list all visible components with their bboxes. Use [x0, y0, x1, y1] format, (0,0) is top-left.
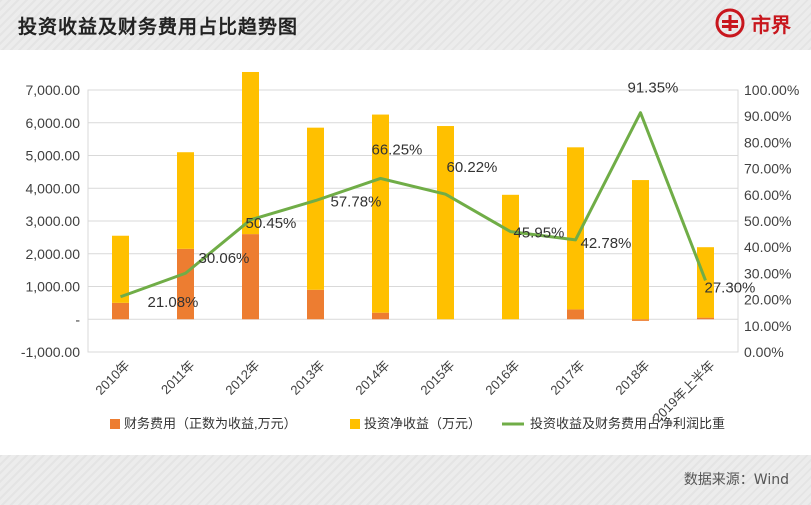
x-tick-label: 2011年 [158, 358, 198, 398]
right-tick-label: 40.00% [744, 239, 791, 255]
right-tick-label: 80.00% [744, 134, 791, 150]
left-tick-label: 3,000.00 [26, 213, 81, 229]
right-tick-label: 30.00% [744, 265, 791, 281]
x-tick-label: 2016年 [482, 358, 522, 398]
bar-investment [697, 247, 714, 318]
x-tick-label: 2015年 [417, 358, 457, 398]
footer-bar: 数据来源：Wind [0, 455, 811, 505]
x-tick-label: 2013年 [287, 358, 327, 398]
ratio-line [119, 111, 707, 299]
bar-finance [242, 234, 259, 320]
ratio-data-label: 45.95% [514, 225, 565, 242]
bar-finance [567, 309, 584, 320]
x-tick-label: 2010年 [92, 358, 132, 398]
ratio-data-label: 21.08% [148, 294, 199, 311]
x-tick-label: 2014年 [352, 358, 392, 398]
bar-finance [632, 319, 649, 321]
data-source-note: 数据来源：Wind [683, 472, 789, 488]
brand-logo-text: 市界 [751, 12, 791, 37]
bar-investment [372, 114, 389, 313]
ratio-data-label: 57.78% [331, 194, 382, 211]
bar-finance [697, 317, 714, 320]
right-tick-label: 10.00% [744, 318, 791, 334]
right-tick-label: 100.00% [744, 82, 799, 98]
left-tick-label: 1,000.00 [26, 279, 81, 295]
right-tick-label: 50.00% [744, 213, 791, 229]
page-title: 投资收益及财务费用占比趋势图 [18, 16, 299, 38]
x-tick-label: 2018年 [612, 358, 652, 398]
legend-label-investment: 投资净收益（万元） [364, 416, 481, 431]
bar-investment [112, 235, 129, 303]
bar-investment [242, 71, 259, 235]
left-tick-label: 6,000.00 [26, 115, 81, 131]
ratio-data-label: 30.06% [199, 250, 250, 267]
combo-chart: -1,000.00-1,000.002,000.003,000.004,000.… [21, 71, 799, 431]
x-tick-label: 2017年 [547, 358, 587, 398]
left-tick-label: 2,000.00 [26, 246, 81, 262]
bar-investment [437, 126, 454, 320]
ratio-data-label: 91.35% [628, 80, 679, 97]
left-tick-label: 5,000.00 [26, 148, 81, 164]
bar-investment [502, 194, 519, 320]
x-tick-label: 2012年 [222, 358, 262, 398]
bar-finance [177, 248, 194, 320]
left-tick-label: - [75, 311, 80, 327]
shijie-logo-icon [715, 8, 745, 38]
right-tick-label: 60.00% [744, 187, 791, 203]
bar-investment [567, 147, 584, 310]
right-tick-label: 0.00% [744, 344, 784, 360]
brand-logo: 市界 [715, 8, 791, 38]
left-tick-label: -1,000.00 [21, 344, 80, 360]
bar-investment [177, 152, 194, 249]
chart-panel: -1,000.00-1,000.00 2,000.00 3,000.00 4,000.… [0, 50, 811, 455]
right-tick-label: 20.00% [744, 292, 791, 308]
bar-finance [112, 302, 129, 320]
right-tick-label: 90.00% [744, 108, 791, 124]
ratio-data-label: 27.30% [705, 279, 756, 296]
header-bar: 投资收益及财务费用占比趋势图 市界 [0, 0, 811, 50]
legend-label-ratio: 投资收益及财务费用占净利润比重 [530, 416, 725, 431]
bar-finance [307, 289, 324, 320]
ratio-data-label: 50.45% [246, 215, 297, 232]
legend-swatch-investment [350, 419, 360, 429]
bar-finance [372, 312, 389, 320]
right-tick-label: 70.00% [744, 161, 791, 177]
left-tick-label: 7,000.00 [26, 82, 81, 98]
ratio-data-label: 60.22% [447, 159, 498, 176]
legend-label-finance: 财务费用（正数为收益,万元） [124, 416, 297, 431]
left-tick-label: 4,000.00 [26, 180, 81, 196]
bar-investment [307, 127, 324, 290]
legend-swatch-finance [110, 419, 120, 429]
ratio-data-label: 42.78% [581, 235, 632, 252]
ratio-data-label: 66.25% [372, 141, 423, 158]
bar-investment [632, 180, 649, 320]
